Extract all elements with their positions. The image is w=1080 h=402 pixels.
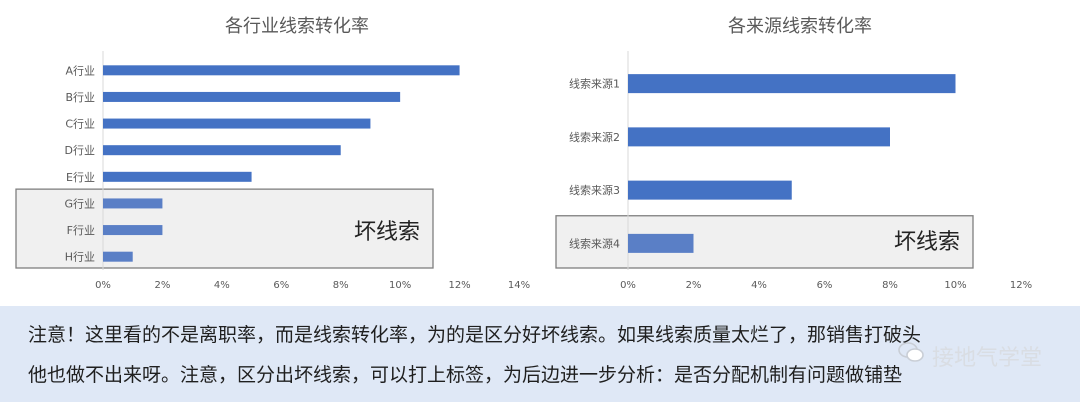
industry-chart-bar <box>103 118 371 129</box>
industry-chart-bar <box>103 171 252 182</box>
source-chart-tick-label: 2% <box>686 280 702 291</box>
source-chart-title: 各来源线索转化率 <box>728 16 872 37</box>
watermark: 接地气学堂 <box>898 340 1042 372</box>
industry-chart-category-label: F行业 <box>67 224 95 237</box>
industry-chart-tick-label: 14% <box>508 280 530 291</box>
source-chart-bar <box>628 233 694 253</box>
industry-chart-tick-label: 12% <box>448 280 470 291</box>
source-chart-highlight-box <box>555 215 974 269</box>
industry-chart-tick-label: 8% <box>333 280 349 291</box>
industry-chart-tick-label: 0% <box>95 280 111 291</box>
source-chart-tick-label: 8% <box>882 280 898 291</box>
source-chart-highlight-label: 坏线索 <box>894 230 960 255</box>
industry-chart-bar <box>103 225 163 236</box>
source-chart: 坏线索 各来源线索转化率线索来源1 线索来源2 线索来源3 线索来源4 0% 2% 4% 6% 8… <box>540 0 1080 300</box>
source-chart-category-label: 线索来源3 <box>569 183 620 197</box>
source-chart-tick-label: 6% <box>817 280 833 291</box>
industry-chart-category-label: B行业 <box>65 91 95 104</box>
industry-chart-title: 各行业线索转化率 <box>225 16 369 37</box>
source-chart-tick-label: 12% <box>1010 280 1032 291</box>
industry-chart-bar <box>103 251 133 262</box>
source-chart-bar <box>628 180 792 200</box>
industry-chart-bar <box>103 198 163 209</box>
industry-chart-highlight-label: 坏线索 <box>354 220 420 245</box>
source-chart-category-label: 线索来源1 <box>569 77 620 91</box>
industry-chart-category-label: E行业 <box>66 171 95 184</box>
source-chart-tick-label: 0% <box>620 280 636 291</box>
industry-chart-category-label: A行业 <box>65 64 95 77</box>
industry-chart-tick-label: 10% <box>389 280 411 291</box>
watermark-text: 接地气学堂 <box>931 346 1042 371</box>
note-line-1: 注意！这里看的不是离职率，而是线索转化率，为的是区分好坏线索。如果线索质量太烂了… <box>28 324 922 346</box>
industry-chart-category-label: G行业 <box>64 197 95 210</box>
industry-chart-category-label: C行业 <box>65 118 95 131</box>
industry-chart: 坏线索 各行业线索转化率 A行业 B行业 C行业 D行业 E行业 G行业 F行业 H行业 0% 2% 4… <box>0 0 540 300</box>
source-chart-tick-label: 4% <box>751 280 767 291</box>
industry-chart-highlight-box <box>15 188 434 269</box>
industry-chart-tick-label: 6% <box>273 280 289 291</box>
industry-chart-bar <box>103 91 401 102</box>
note-line-2: 他也做不出来呀。注意，区分出坏线索，可以打上标签，为后边进一步分析：是否分配机制… <box>28 364 903 386</box>
wechat-icon <box>898 342 924 362</box>
source-chart-bar <box>628 74 956 94</box>
source-chart-tick-label: 10% <box>944 280 966 291</box>
industry-chart-category-label: D行业 <box>65 144 95 157</box>
industry-chart-bar <box>103 65 460 76</box>
industry-chart-tick-label: 2% <box>154 280 170 291</box>
source-chart-category-label: 线索来源2 <box>569 130 620 144</box>
source-chart-bar <box>628 127 890 147</box>
industry-chart-svg: 坏线索 各行业线索转化率 A行业 B行业 C行业 D行业 E行业 G行业 F行业 H行业 0% 2% 4… <box>15 16 530 291</box>
source-chart-category-label: 线索来源4 <box>569 236 620 250</box>
industry-chart-bar <box>103 145 341 156</box>
industry-chart-category-label: H行业 <box>65 251 95 264</box>
industry-chart-tick-label: 4% <box>214 280 230 291</box>
